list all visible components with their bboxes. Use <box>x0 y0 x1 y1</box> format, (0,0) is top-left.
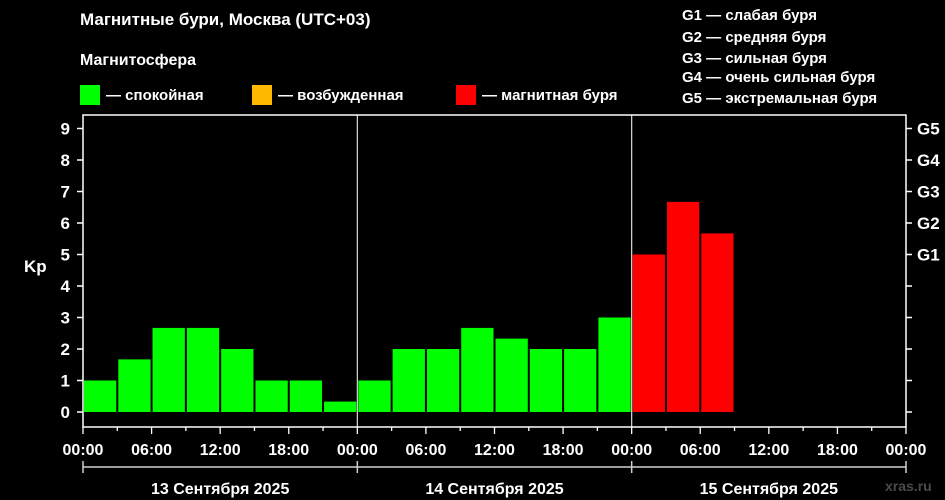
y-tick-label: 8 <box>61 151 70 170</box>
x-tick-label: 00:00 <box>337 442 378 459</box>
y2-tick-label: G4 <box>917 151 940 170</box>
kp-bar <box>358 380 391 412</box>
x-tick-label: 12:00 <box>748 442 789 459</box>
legend-label-quiet: — спокойная <box>106 86 204 104</box>
x-tick-label: 12:00 <box>200 442 241 459</box>
y2-tick-label: G1 <box>917 246 940 265</box>
chart-title: Магнитные бури, Москва (UTC+03) <box>80 10 371 29</box>
legend-swatch-storm <box>456 85 476 105</box>
legend-label-active: — возбужденная <box>278 86 404 104</box>
kp-bar <box>632 254 665 412</box>
storm-scale-g5: G5 — экстремальная буря <box>682 90 878 107</box>
y-tick-label: 3 <box>61 309 70 328</box>
legend-swatch-active <box>252 85 272 105</box>
x-tick-label: 18:00 <box>543 442 584 459</box>
y2-tick-label: G3 <box>917 183 940 202</box>
kp-bar <box>461 327 494 412</box>
y-tick-label: 7 <box>61 183 70 202</box>
kp-bar <box>495 338 528 412</box>
day-label: 14 Сентября 2025 <box>425 481 563 498</box>
legend-item-quiet: — спокойная <box>80 84 204 106</box>
storm-scale-g2: G2 — средняя буря <box>682 29 827 46</box>
x-tick-label: 00:00 <box>63 442 104 459</box>
x-tick-label: 12:00 <box>474 442 515 459</box>
y2-tick-label: G2 <box>917 214 940 233</box>
kp-bar <box>529 349 563 412</box>
kp-bar <box>84 380 117 412</box>
kp-bar <box>598 317 631 412</box>
y-tick-label: 6 <box>61 214 70 233</box>
legend-label-storm: — магнитная буря <box>482 86 618 104</box>
plot-area: 0 1 2 3 4 5 6 7 8 9 G1 G2 G3 G4 G5 Kp 00:00 06:00 12:00 18:… <box>24 114 940 498</box>
kp-bar <box>564 349 597 412</box>
kp-bar <box>118 359 151 412</box>
x-tick-label: 00:00 <box>886 442 927 459</box>
x-tick-label: 06:00 <box>680 442 721 459</box>
x-tick-label: 18:00 <box>268 442 309 459</box>
y2-tick-label: G5 <box>917 120 940 139</box>
kp-bar <box>255 380 288 412</box>
y-tick-label: 0 <box>61 403 70 422</box>
storm-scale-g1: G1 — слабая буря <box>682 7 818 24</box>
legend-heading: Магнитосфера <box>80 52 197 69</box>
x-tick-label: 00:00 <box>611 442 652 459</box>
watermark: xras.ru <box>885 478 932 494</box>
legend-swatch-quiet <box>80 85 100 105</box>
legend-item-active: — возбужденная <box>252 84 404 106</box>
storm-scale-g4: G4 — очень сильная буря <box>682 69 876 86</box>
y-tick-label: 1 <box>61 372 70 391</box>
kp-bar <box>701 233 734 412</box>
kp-bar <box>392 349 425 412</box>
y-tick-label: 2 <box>61 340 70 359</box>
kp-bar <box>186 327 220 412</box>
x-tick-label: 18:00 <box>817 442 858 459</box>
y-tick-label: 4 <box>61 277 71 296</box>
kp-bar <box>289 380 323 412</box>
storm-scale-g3: G3 — сильная буря <box>682 50 827 67</box>
x-tick-label: 06:00 <box>131 442 172 459</box>
kp-bar <box>221 349 254 412</box>
kp-bar <box>152 327 185 412</box>
y-tick-label: 9 <box>61 120 70 139</box>
day-label: 15 Сентября 2025 <box>700 481 838 498</box>
kp-bar <box>324 401 357 412</box>
x-tick-label: 06:00 <box>405 442 446 459</box>
legend-item-storm: — магнитная буря <box>456 84 618 106</box>
kp-bar <box>426 349 460 412</box>
y-axis-label: Kp <box>24 257 47 276</box>
day-label: 13 Сентября 2025 <box>151 481 289 498</box>
y-tick-label: 5 <box>61 246 70 265</box>
kp-bar <box>666 201 700 412</box>
